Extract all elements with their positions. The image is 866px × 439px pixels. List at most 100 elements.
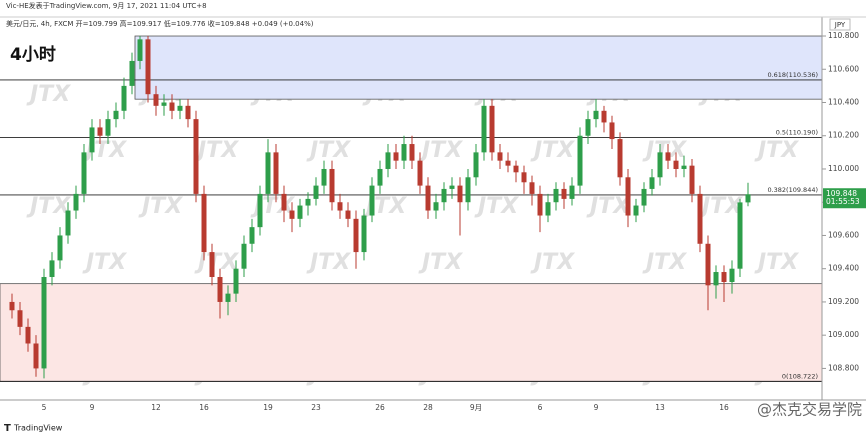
candle-body (561, 188, 567, 199)
candle-body (457, 185, 463, 203)
y-tick-label: 109.200 (828, 297, 859, 306)
watermark: JTX (82, 250, 127, 275)
candle-body (105, 119, 111, 136)
candle-body (601, 110, 607, 123)
x-tick-label: 13 (655, 403, 665, 412)
y-tick-label: 110.800 (828, 31, 859, 40)
candle-body (553, 188, 559, 203)
watermark: JTX (530, 138, 575, 163)
candle-body (665, 152, 671, 161)
candle-body (49, 260, 55, 278)
candle-body (257, 193, 263, 228)
candle-body (289, 210, 295, 219)
watermark: JTX (418, 250, 463, 275)
candle-body (25, 326, 31, 344)
candle-body (161, 102, 167, 106)
candle-body (633, 205, 639, 216)
y-tick-label: 110.400 (828, 98, 859, 107)
candle-body (713, 272, 719, 286)
candle-body (225, 293, 231, 302)
candle-body (737, 202, 743, 269)
candle-body (433, 202, 439, 211)
candle-body (97, 127, 103, 136)
candle-body (489, 105, 495, 153)
fib-level-label: 0(108.722) (782, 372, 818, 380)
candle-body (153, 94, 159, 106)
candle-body (201, 193, 207, 253)
candle-body (729, 268, 735, 282)
candle-body (265, 152, 271, 194)
price-tag-countdown: 01:55:53 (826, 197, 860, 206)
candle-body (681, 165, 687, 169)
plot-area: 0.618(110.536) 0.5(110.190) 0.382(109.844)… (0, 35, 823, 382)
x-tick-label: 9月 (470, 403, 482, 412)
watermark: JTX (138, 194, 183, 219)
candle-body (73, 193, 79, 211)
x-tick-label: 6 (538, 403, 543, 412)
candle-body (385, 152, 391, 169)
candle-body (649, 177, 655, 189)
y-tick-label: 109.400 (828, 264, 859, 273)
candle-body (193, 119, 199, 194)
y-tick-label: 110.600 (828, 64, 859, 73)
candle-body (425, 185, 431, 211)
fib-level-label: 0.618(110.536) (767, 71, 818, 79)
candle-body (89, 127, 95, 153)
watermark: JTX (642, 138, 687, 163)
x-tick-label: 9 (90, 403, 95, 412)
zone (134, 35, 823, 100)
candle-body (513, 165, 519, 173)
x-tick-label: 16 (719, 403, 729, 412)
author-mark: @杰克交易学院 (757, 401, 862, 419)
candle-body (497, 152, 503, 161)
candle-body (417, 160, 423, 186)
header: Vic-HE发表于TradingView.com, 9月 17, 2021 11… (6, 1, 207, 10)
y-tick-label: 108.800 (828, 363, 859, 372)
candle-body (721, 272, 727, 282)
candle-body (41, 277, 47, 369)
candle-body (17, 310, 23, 327)
candle-body (185, 105, 191, 120)
candle-body (33, 343, 39, 369)
candle-body (609, 122, 615, 140)
watermark: JTX (26, 194, 71, 219)
x-tick-label: 9 (594, 403, 599, 412)
candle-body (545, 202, 551, 216)
watermark: JTX (194, 250, 239, 275)
watermark: JTX (642, 250, 687, 275)
candle-body (337, 202, 343, 211)
candle-body (305, 198, 311, 206)
watermark: JTX (418, 138, 463, 163)
fib-level-label: 0.5(110.190) (776, 128, 818, 136)
candle-body (465, 177, 471, 203)
candle-body (81, 152, 87, 194)
candle-body (657, 152, 663, 178)
price-tag (823, 188, 866, 209)
candle-body (217, 277, 223, 302)
candle-body (641, 188, 647, 206)
candle-body (281, 193, 287, 211)
watermark: JTX (194, 138, 239, 163)
watermark: JTX (306, 138, 351, 163)
watermark: JTX (306, 250, 351, 275)
x-tick-label: 28 (423, 403, 433, 412)
candle-body (177, 105, 183, 111)
x-tick-label: 16 (199, 403, 209, 412)
candle-body (593, 110, 599, 120)
candle-body (505, 160, 511, 166)
x-tick-label: 26 (375, 403, 385, 412)
candle-body (121, 85, 127, 111)
watermark: JTX (754, 138, 799, 163)
candle-body (449, 185, 455, 189)
price-tag-value: 109.848 (826, 189, 857, 198)
watermark: JTX (586, 194, 631, 219)
watermark: JTX (250, 194, 295, 219)
candle-body (345, 210, 351, 219)
tv-logo: T (4, 423, 11, 434)
candle-body (169, 102, 175, 111)
footer-brand: TradingView (13, 424, 63, 433)
candle-body (401, 144, 407, 161)
candle-body (393, 152, 399, 161)
watermark: JTX (698, 194, 743, 219)
